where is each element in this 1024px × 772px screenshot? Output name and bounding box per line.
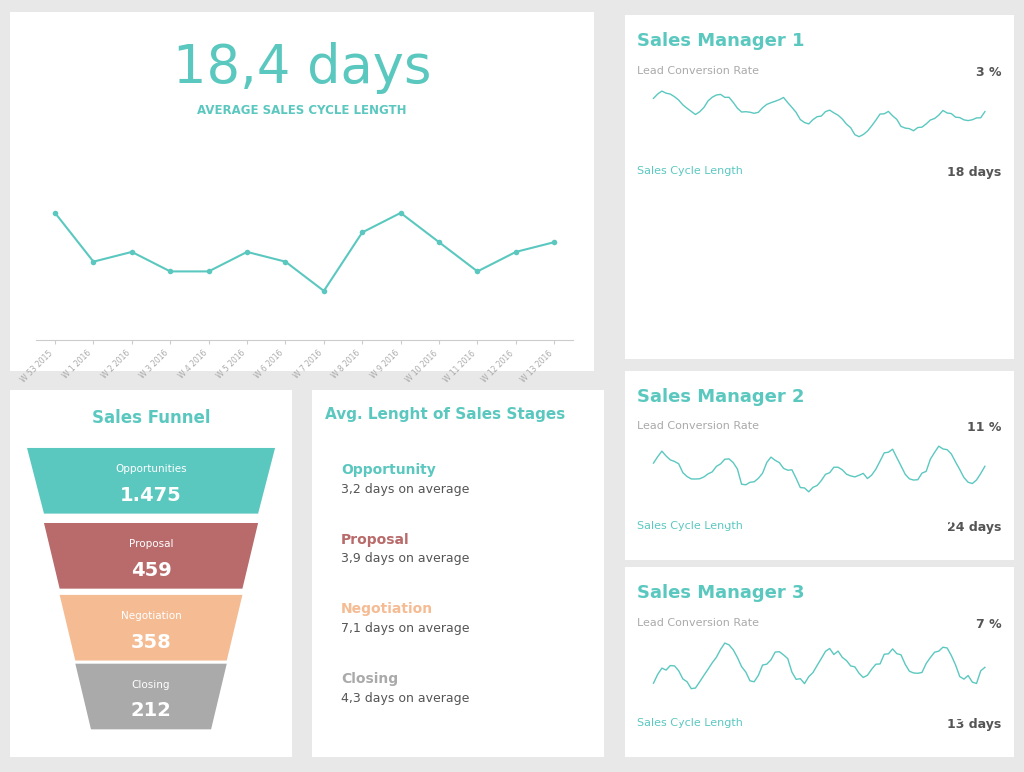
Text: 459: 459 <box>131 560 171 580</box>
Polygon shape <box>44 523 258 588</box>
Text: Negotiation: Negotiation <box>121 611 181 621</box>
Text: Lead Conversion Rate: Lead Conversion Rate <box>637 421 759 431</box>
Text: 11 %: 11 % <box>967 421 1001 434</box>
Text: Sales Manager 2: Sales Manager 2 <box>637 388 805 405</box>
Text: 7: 7 <box>946 515 954 528</box>
Text: 13 days: 13 days <box>947 718 1001 731</box>
Text: Sales Cycle Length: Sales Cycle Length <box>637 521 742 531</box>
Text: Lead Conversion Rate: Lead Conversion Rate <box>637 618 759 628</box>
Text: Opportunity: Opportunity <box>341 463 436 477</box>
Text: AVERAGE SALES CYCLE LENGTH: AVERAGE SALES CYCLE LENGTH <box>198 104 407 117</box>
Text: 4: 4 <box>857 712 865 725</box>
Text: Opportunities: Opportunities <box>116 464 186 474</box>
Text: Proposal: Proposal <box>341 533 410 547</box>
Polygon shape <box>27 448 275 513</box>
Text: Avg. Lenght of Sales Stages: Avg. Lenght of Sales Stages <box>325 407 565 422</box>
Text: 358: 358 <box>131 633 171 652</box>
Text: Sales Funnel: Sales Funnel <box>92 409 210 427</box>
Text: 24 days: 24 days <box>947 521 1001 534</box>
Text: 10: 10 <box>818 515 836 528</box>
Text: 212: 212 <box>131 702 171 720</box>
Text: 5: 5 <box>744 314 753 327</box>
Text: 3: 3 <box>955 712 964 725</box>
Text: Lead Conversion Rate: Lead Conversion Rate <box>637 66 759 76</box>
Text: 7,1 days on average: 7,1 days on average <box>341 622 469 635</box>
Text: 1.475: 1.475 <box>120 486 182 505</box>
Text: Negotiation: Negotiation <box>341 602 433 616</box>
Polygon shape <box>76 664 226 730</box>
Text: 3,2 days on average: 3,2 days on average <box>341 482 469 496</box>
Text: 4: 4 <box>720 515 729 528</box>
Text: 3 %: 3 % <box>976 66 1001 79</box>
Text: 7: 7 <box>865 314 874 327</box>
Text: Proposal: Proposal <box>129 539 173 549</box>
Text: 4: 4 <box>662 515 671 528</box>
Text: 3: 3 <box>675 712 683 725</box>
Text: 3: 3 <box>759 712 767 725</box>
Text: Sales Cycle Length: Sales Cycle Length <box>637 166 742 176</box>
Text: 18 days: 18 days <box>947 166 1001 179</box>
Text: 3,9 days on average: 3,9 days on average <box>341 553 469 565</box>
Text: Sales Manager 1: Sales Manager 1 <box>637 32 805 50</box>
Text: 7 %: 7 % <box>976 618 1001 631</box>
Text: 3: 3 <box>967 314 976 327</box>
Polygon shape <box>59 595 243 661</box>
Text: 3: 3 <box>663 314 672 327</box>
Text: Closing: Closing <box>132 679 170 689</box>
Text: Sales Manager 3: Sales Manager 3 <box>637 584 805 602</box>
Text: Sales Cycle Length: Sales Cycle Length <box>637 718 742 728</box>
Text: Closing: Closing <box>341 672 398 686</box>
Text: 4,3 days on average: 4,3 days on average <box>341 692 469 705</box>
Text: 18,4 days: 18,4 days <box>173 42 431 94</box>
